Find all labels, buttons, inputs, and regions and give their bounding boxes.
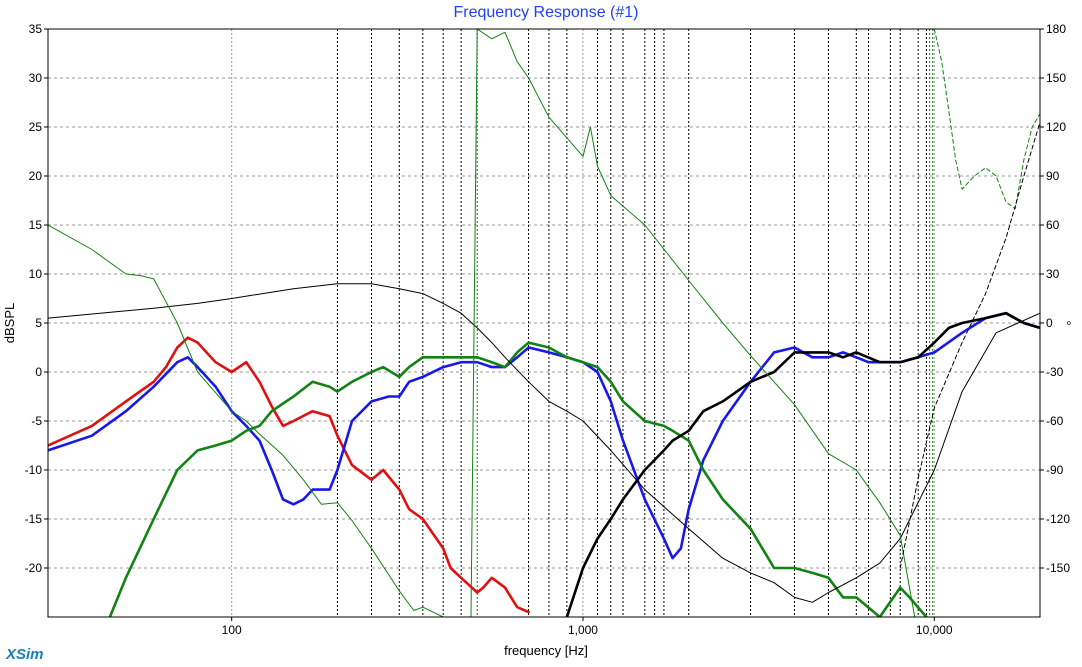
y-tick-label: -5 — [31, 414, 42, 428]
y2-tick-label: 180 — [1046, 22, 1066, 36]
y-tick-label: -10 — [25, 463, 43, 477]
y2-tick-label: 120 — [1046, 120, 1066, 134]
y-tick-label: 15 — [29, 218, 43, 232]
y2-tick-label: -60 — [1046, 414, 1064, 428]
y-tick-label: 5 — [35, 316, 42, 330]
x-tick-label: 1,000 — [568, 623, 598, 637]
y-tick-label: -20 — [25, 561, 43, 575]
y2-axis-label: ° — [1064, 320, 1079, 325]
chart-title: Frequency Response (#1) — [454, 4, 639, 21]
y2-tick-label: 90 — [1046, 169, 1060, 183]
y2-tick-label: 150 — [1046, 71, 1066, 85]
grid — [48, 28, 1040, 617]
series-line-1 — [48, 336, 530, 614]
xsim-logo: XSim — [6, 646, 44, 663]
y2-tick-label: -30 — [1046, 365, 1064, 379]
y-axis-ticks: 35 30 25 20 15 10 5 0 -5 -10 -15 -20 — [25, 22, 48, 575]
y2-tick-label: 0 — [1046, 316, 1053, 330]
y2-tick-label: -120 — [1046, 512, 1070, 526]
y-tick-label: -15 — [25, 512, 43, 526]
plot-frame — [47, 28, 1041, 618]
vertical-markers — [336, 29, 934, 617]
y2-tick-label: -90 — [1046, 463, 1064, 477]
y-axis-label: dBSPL — [2, 303, 17, 343]
y2-tick-label: 30 — [1046, 267, 1060, 281]
y2-tick-label: -150 — [1046, 561, 1070, 575]
y-tick-label: 20 — [29, 169, 43, 183]
series-line-7 — [933, 29, 1040, 210]
y-tick-label: 0 — [35, 365, 42, 379]
y-tick-label: 30 — [29, 71, 43, 85]
y-tick-label: 10 — [29, 267, 43, 281]
series-line-5 — [48, 283, 1040, 603]
series-line-6 — [48, 29, 916, 617]
series-line-3 — [108, 341, 928, 617]
y-tick-label: 35 — [29, 22, 43, 36]
series-line-8 — [899, 121, 1040, 569]
y-tick-label: 25 — [29, 120, 43, 134]
y2-tick-label: 60 — [1046, 218, 1060, 232]
x-axis-ticks: 100 1,000 10,000 — [222, 617, 953, 637]
y2-axis-ticks: 180 150 120 90 60 30 0 -30 -60 -90 -120 -150 — [1040, 22, 1070, 575]
x-tick-label: 10,000 — [916, 623, 953, 637]
x-axis-label: frequency [Hz] — [504, 643, 588, 658]
x-tick-label: 100 — [222, 623, 242, 637]
series-layer — [48, 29, 1040, 617]
series-line-2 — [48, 311, 1040, 560]
series-line-4 — [565, 311, 1040, 617]
